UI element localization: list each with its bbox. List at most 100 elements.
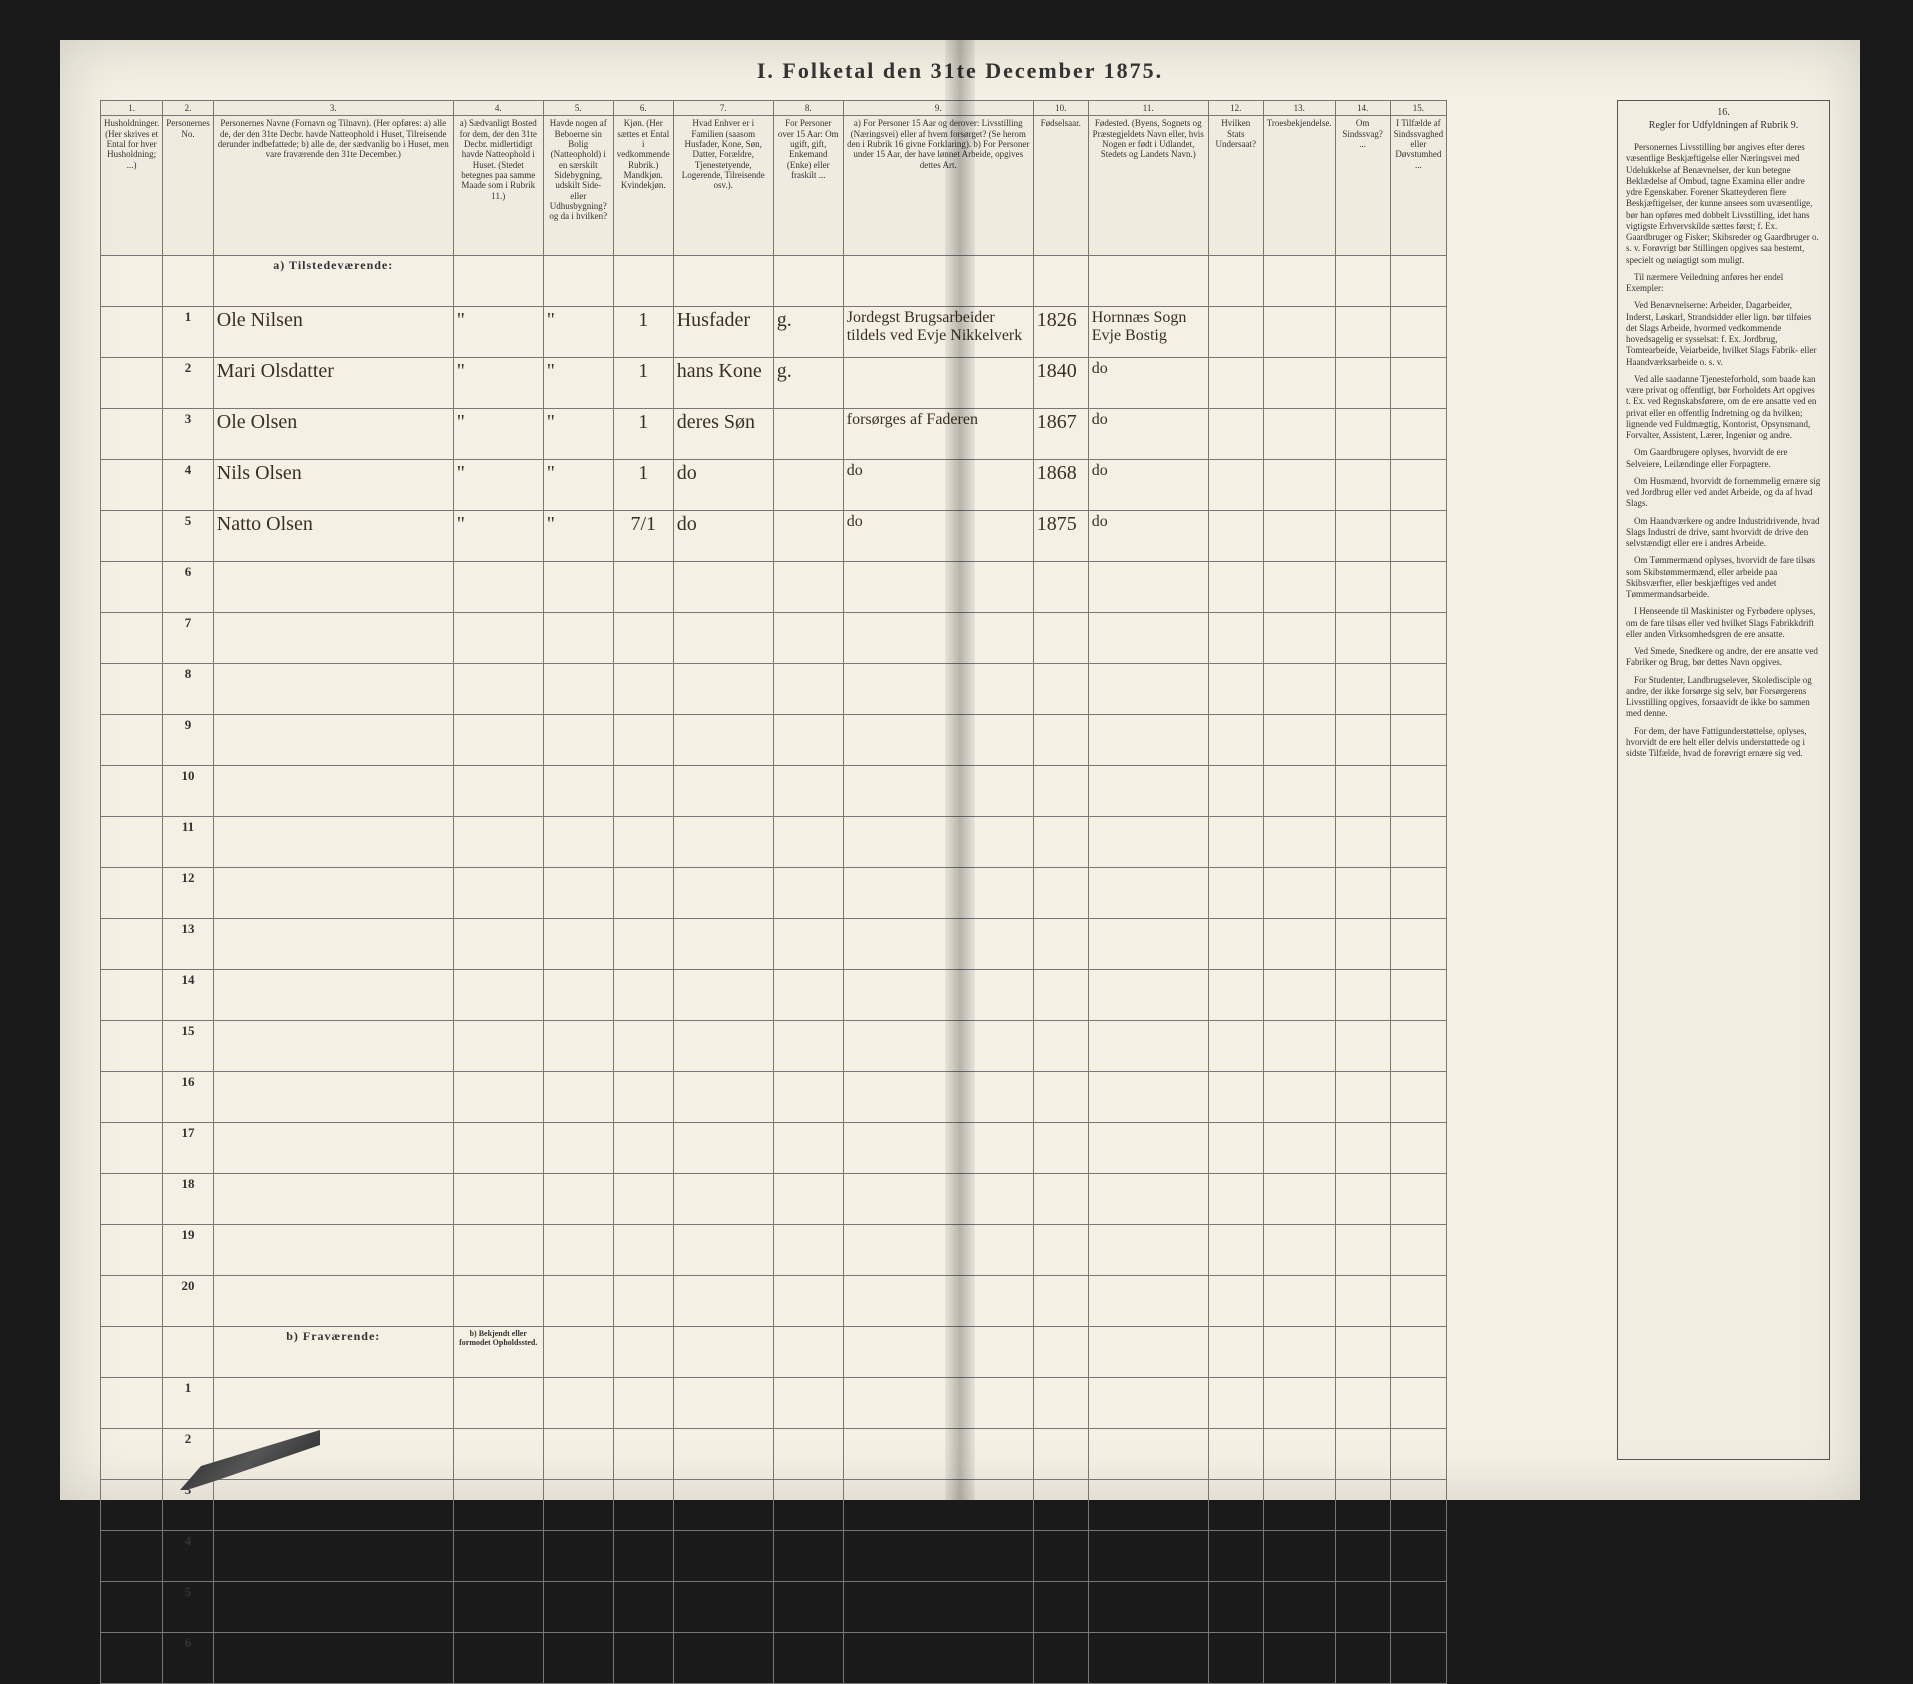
empty-cell	[773, 664, 843, 715]
empty-cell	[843, 1429, 1033, 1480]
outbuilding-cell: "	[543, 358, 613, 409]
empty-cell	[773, 1174, 843, 1225]
person-number: 15	[163, 1021, 214, 1072]
empty-cell	[773, 868, 843, 919]
colhead-8: For Personer over 15 Aar: Om ugift, gift…	[773, 116, 843, 256]
empty-cell	[1208, 919, 1263, 970]
empty-cell	[1088, 1429, 1208, 1480]
person-number: 11	[163, 817, 214, 868]
column-number-row: 1. 2. 3. 4. 5. 6. 7. 8. 9. 10. 11. 12. 1…	[101, 101, 1447, 116]
empty-cell	[1208, 817, 1263, 868]
empty-cell	[453, 1429, 543, 1480]
birthplace-cell: do	[1088, 460, 1208, 511]
empty-cell	[1263, 766, 1335, 817]
person-number: 2	[163, 358, 214, 409]
colhead-1: Husholdninger. (Her skrives et Ental for…	[101, 116, 163, 256]
empty-person-row: 12	[101, 868, 1447, 919]
colhead-14: Om Sindssvag? ...	[1335, 116, 1390, 256]
colhead-12: Hvilken Stats Undersaat?	[1208, 116, 1263, 256]
colhead-2: Personernes No.	[163, 116, 214, 256]
empty-cell	[213, 562, 453, 613]
empty-cell	[1335, 1429, 1390, 1480]
empty-cell	[1208, 1429, 1263, 1480]
empty-cell	[1033, 1276, 1088, 1327]
empty-cell	[1208, 1531, 1263, 1582]
empty-cell	[673, 970, 773, 1021]
empty-cell	[213, 1633, 453, 1684]
birthplace-cell: do	[1088, 358, 1208, 409]
empty-cell	[1390, 1225, 1447, 1276]
occupation-cell: do	[843, 460, 1033, 511]
empty-cell	[613, 562, 673, 613]
empty-cell	[1390, 307, 1447, 358]
empty-cell	[1208, 664, 1263, 715]
empty-cell	[1390, 511, 1447, 562]
empty-cell	[1335, 868, 1390, 919]
empty-cell	[843, 1633, 1033, 1684]
person-name: Mari Olsdatter	[213, 358, 453, 409]
empty-cell	[613, 1276, 673, 1327]
empty-cell	[453, 664, 543, 715]
person-number: 4	[163, 460, 214, 511]
person-number: 18	[163, 1174, 214, 1225]
marital-cell	[773, 511, 843, 562]
empty-cell	[773, 1123, 843, 1174]
empty-absent-row: 1	[101, 1378, 1447, 1429]
empty-cell	[1263, 256, 1335, 307]
empty-cell	[613, 1327, 673, 1378]
empty-cell	[843, 817, 1033, 868]
empty-cell	[673, 1582, 773, 1633]
empty-cell	[1208, 511, 1263, 562]
rules-paragraph: For dem, der have Fattigunderstøttelse, …	[1626, 726, 1821, 760]
empty-cell	[1335, 1225, 1390, 1276]
empty-cell	[1335, 1072, 1390, 1123]
section-absent-label: b) Fraværende:	[213, 1327, 453, 1378]
sex-cell: 1	[613, 409, 673, 460]
rules-paragraph: Om Husmænd, hvorvidt de fornemmelig ernæ…	[1626, 476, 1821, 510]
empty-cell	[1335, 1480, 1390, 1531]
person-row: 1Ole Nilsen""1Husfaderg.Jordegst Brugsar…	[101, 307, 1447, 358]
colnum-5: 5.	[543, 101, 613, 116]
empty-cell	[1088, 817, 1208, 868]
empty-cell	[213, 1072, 453, 1123]
empty-cell	[453, 766, 543, 817]
empty-cell	[843, 1225, 1033, 1276]
empty-cell	[1263, 409, 1335, 460]
empty-cell	[1263, 1480, 1335, 1531]
sex-cell: 1	[613, 307, 673, 358]
occupation-cell: forsørges af Faderen	[843, 409, 1033, 460]
empty-cell	[1263, 1021, 1335, 1072]
empty-cell	[1088, 868, 1208, 919]
empty-cell	[1390, 715, 1447, 766]
empty-cell	[773, 1327, 843, 1378]
empty-cell	[843, 562, 1033, 613]
empty-cell	[673, 1123, 773, 1174]
colnum-13: 13.	[1263, 101, 1335, 116]
empty-cell	[613, 919, 673, 970]
empty-cell	[613, 1582, 673, 1633]
rules-text: Personernes Livsstilling bør angives eft…	[1626, 142, 1821, 759]
empty-cell	[1335, 613, 1390, 664]
empty-cell	[1208, 1276, 1263, 1327]
empty-cell	[1335, 1174, 1390, 1225]
empty-cell	[543, 664, 613, 715]
empty-cell	[543, 256, 613, 307]
empty-cell	[843, 1327, 1033, 1378]
empty-cell	[453, 1582, 543, 1633]
empty-cell	[1033, 256, 1088, 307]
empty-cell	[1088, 919, 1208, 970]
empty-cell	[1088, 1021, 1208, 1072]
empty-cell	[1335, 1582, 1390, 1633]
empty-cell	[843, 715, 1033, 766]
empty-cell	[1390, 919, 1447, 970]
empty-cell	[1208, 1021, 1263, 1072]
empty-cell	[1390, 868, 1447, 919]
empty-cell	[1390, 1327, 1447, 1378]
person-number: 1	[163, 307, 214, 358]
empty-cell	[1088, 256, 1208, 307]
empty-cell	[1335, 358, 1390, 409]
empty-cell	[543, 970, 613, 1021]
empty-cell	[543, 919, 613, 970]
empty-cell	[673, 1225, 773, 1276]
empty-cell	[1088, 1225, 1208, 1276]
